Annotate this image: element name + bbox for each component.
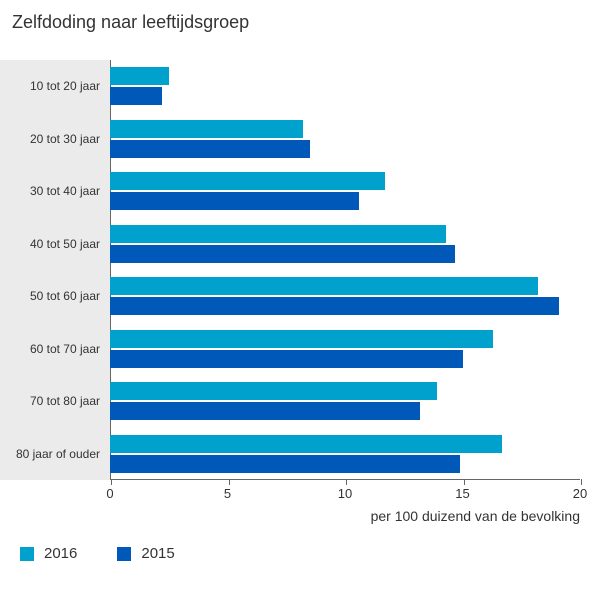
category-label: 40 tot 50 jaar: [0, 237, 104, 251]
legend-label: 2016: [44, 545, 77, 562]
category-group: 60 tot 70 jaar: [0, 323, 590, 376]
legend-item: 2015: [117, 545, 174, 562]
bar: [110, 67, 169, 85]
bar: [110, 382, 437, 400]
bar: [110, 87, 162, 105]
x-axis-label: per 100 duizend van de bevolking: [371, 508, 580, 524]
bar: [110, 245, 455, 263]
bar: [110, 297, 559, 315]
category-label: 20 tot 30 jaar: [0, 132, 104, 146]
bar: [110, 225, 446, 243]
x-tick-label: 0: [106, 486, 113, 501]
bar: [110, 455, 460, 473]
x-tick-label: 20: [573, 486, 587, 501]
category-group: 20 tot 30 jaar: [0, 113, 590, 166]
category-group: 30 tot 40 jaar: [0, 165, 590, 218]
legend: 2016 2015: [20, 545, 175, 562]
category-group: 40 tot 50 jaar: [0, 218, 590, 271]
bar: [110, 402, 420, 420]
category-label: 80 jaar of ouder: [0, 447, 104, 461]
bar: [110, 330, 493, 348]
category-group: 70 tot 80 jaar: [0, 375, 590, 428]
category-label: 70 tot 80 jaar: [0, 394, 104, 408]
bar: [110, 172, 385, 190]
bar: [110, 277, 538, 295]
x-tick-label: 15: [455, 486, 469, 501]
bar: [110, 140, 310, 158]
bar: [110, 120, 303, 138]
category-label: 60 tot 70 jaar: [0, 342, 104, 356]
bar: [110, 350, 463, 368]
chart-title: Zelfdoding naar leeftijdsgroep: [0, 0, 600, 33]
legend-item: 2016: [20, 545, 77, 562]
category-label: 50 tot 60 jaar: [0, 289, 104, 303]
category-group: 80 jaar of ouder: [0, 428, 590, 481]
category-group: 10 tot 20 jaar: [0, 60, 590, 113]
category-group: 50 tot 60 jaar: [0, 270, 590, 323]
x-tick-label: 10: [338, 486, 352, 501]
chart-area: per 100 duizend van de bevolking 0510152…: [0, 60, 590, 480]
bar: [110, 192, 359, 210]
category-label: 10 tot 20 jaar: [0, 79, 104, 93]
category-label: 30 tot 40 jaar: [0, 184, 104, 198]
legend-label: 2015: [141, 545, 174, 562]
x-tick-label: 5: [224, 486, 231, 501]
bar: [110, 435, 502, 453]
legend-swatch: [117, 547, 131, 561]
legend-swatch: [20, 547, 34, 561]
